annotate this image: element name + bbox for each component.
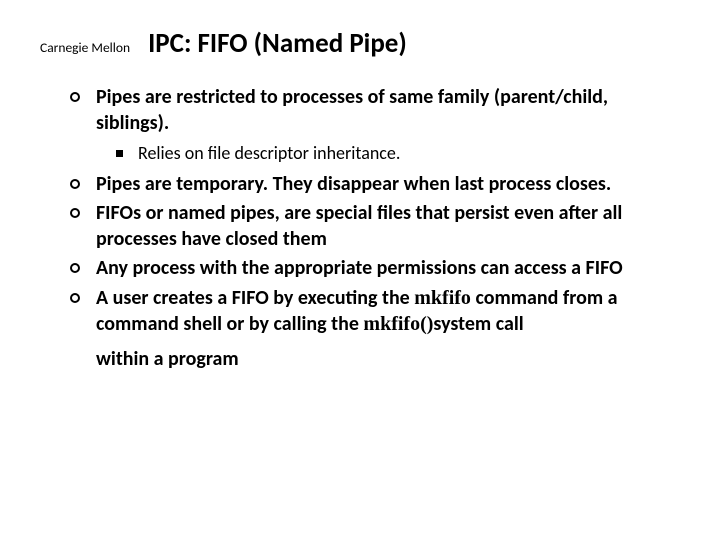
course-label: Carnegie Mellon: [40, 39, 130, 56]
list-item: Relies on file descriptor inheritance.: [116, 142, 680, 165]
bullet-continuation: within a program: [96, 347, 680, 373]
slide: Carnegie Mellon IPC: FIFO (Named Pipe) P…: [0, 0, 720, 540]
bullet-text: Any process with the appropriate permiss…: [96, 256, 623, 280]
list-item: Pipes are temporary. They disappear when…: [70, 172, 680, 198]
bullet-text: Relies on file descriptor inheritance.: [138, 142, 400, 164]
bullet-text: FIFOs or named pipes, are special files …: [96, 201, 622, 251]
header: Carnegie Mellon IPC: FIFO (Named Pipe): [40, 28, 680, 59]
list-item: FIFOs or named pipes, are special files …: [70, 201, 680, 252]
list-item: Pipes are restricted to processes of sam…: [70, 85, 680, 166]
bullet-text: Pipes are temporary. They disappear when…: [96, 172, 611, 196]
code-mkfifo-call: mkfifo(): [363, 313, 433, 335]
bullet-list: Pipes are restricted to processes of sam…: [40, 85, 680, 337]
bullet-text-a: A user creates a FIFO by executing the: [96, 286, 414, 310]
bullet-text: Pipes are restricted to processes of sam…: [96, 85, 608, 135]
page-title: IPC: FIFO (Named Pipe): [148, 28, 407, 59]
list-item: Any process with the appropriate permiss…: [70, 256, 680, 282]
sub-list: Relies on file descriptor inheritance.: [96, 142, 680, 165]
bullet-text-c: system call: [433, 312, 523, 336]
code-mkfifo: mkfifo: [414, 287, 471, 309]
list-item: A user creates a FIFO by executing the m…: [70, 286, 680, 337]
